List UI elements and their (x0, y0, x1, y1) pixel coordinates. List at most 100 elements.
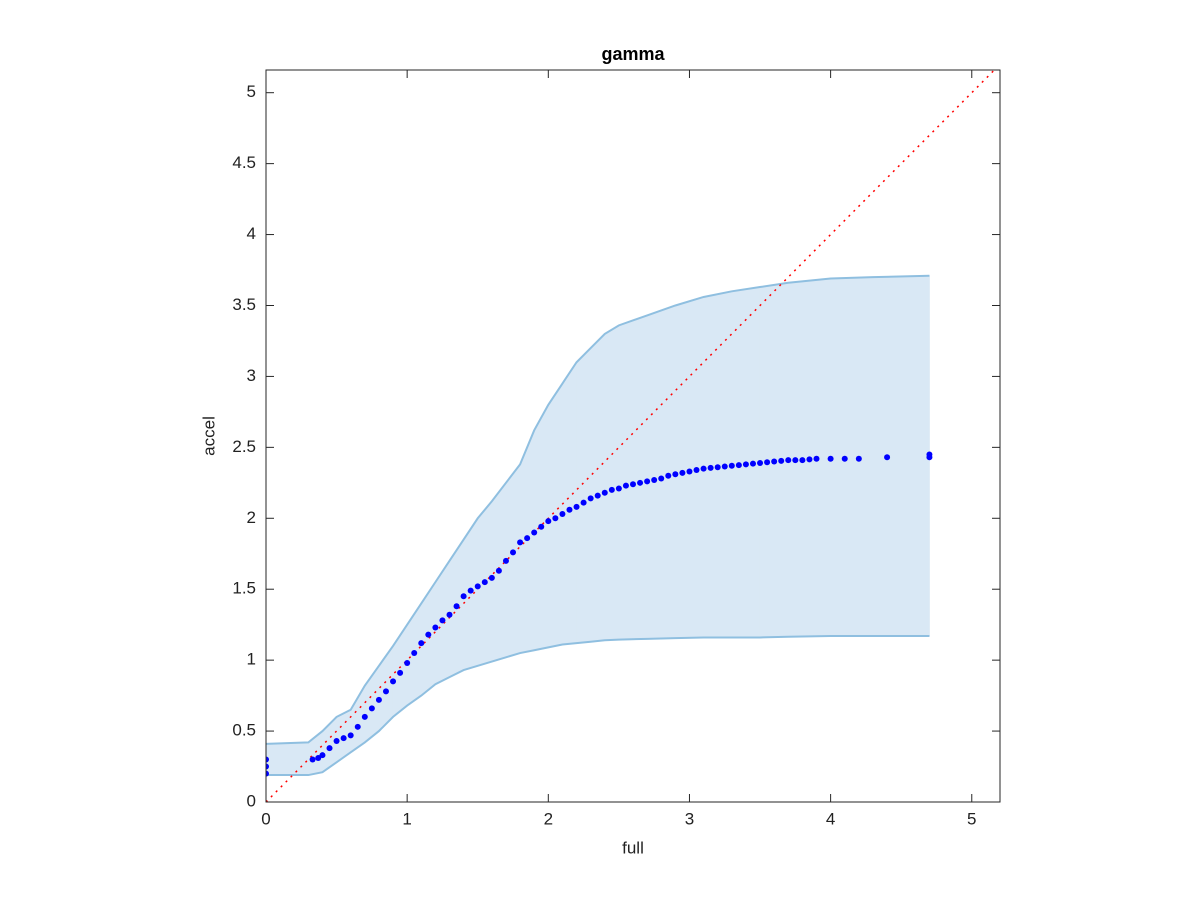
qq-point (460, 593, 467, 600)
qq-point (326, 745, 333, 752)
y-tick-label: 3.5 (232, 295, 256, 314)
band-fill (463, 516, 479, 671)
band-upper (266, 274, 930, 745)
x-tick-label: 0 (261, 809, 270, 828)
axes-box (265, 69, 1001, 803)
qq-point (764, 459, 771, 466)
qq-point (735, 462, 742, 469)
qq-point (418, 640, 425, 647)
qq-point (439, 617, 446, 624)
qq-point (679, 469, 686, 476)
qq-point (749, 460, 756, 467)
qq-point (266, 756, 269, 763)
qq-point (368, 705, 375, 712)
band-fill (674, 296, 704, 639)
qq-point (340, 735, 347, 742)
qq-point (658, 475, 665, 482)
y-tick-label: 0 (247, 791, 256, 810)
x-axis-label: full (622, 838, 644, 857)
band-lower (266, 635, 930, 777)
qq-point (502, 557, 509, 564)
qq-point (538, 523, 545, 530)
qq-point (884, 454, 891, 461)
qq-point (488, 574, 495, 581)
qq-point (728, 462, 735, 469)
band-fill (266, 742, 309, 776)
qq-point (432, 624, 439, 631)
qq-point (644, 478, 651, 485)
qq-point (266, 770, 269, 777)
qq-point (792, 457, 799, 464)
qq-point (693, 467, 700, 474)
y-tick-label: 5 (247, 82, 256, 101)
qq-point (354, 723, 361, 730)
qq-point (411, 650, 418, 657)
qq-point (333, 738, 340, 744)
qq-point (566, 506, 573, 513)
band-fill (576, 347, 592, 644)
y-tick-label: 0.5 (232, 721, 256, 740)
qq-point (714, 464, 721, 471)
qq-point (315, 755, 322, 762)
plot-area (266, 70, 996, 802)
qq-point (545, 518, 552, 525)
qq-point (319, 752, 326, 759)
qq-point (651, 476, 658, 483)
qq-point (580, 499, 587, 506)
qq-point (630, 481, 636, 488)
qq-point (806, 456, 813, 463)
x-tick-label: 4 (826, 809, 835, 828)
y-axis-label: accel (199, 416, 218, 456)
y-tick-label: 4 (247, 224, 256, 243)
qq-point (531, 529, 538, 536)
qq-point (266, 763, 269, 770)
qq-point (601, 489, 608, 496)
qq-point (347, 732, 354, 739)
qq-point (309, 756, 316, 763)
y-tick-label: 2.5 (232, 437, 256, 456)
qq-point (510, 549, 517, 556)
qq-point (382, 688, 389, 695)
band-fill (646, 304, 676, 640)
qq-point (397, 669, 404, 676)
qq-point (855, 455, 862, 462)
qq-point (700, 465, 707, 472)
y-tick-label: 3 (247, 366, 256, 385)
qq-point (742, 461, 749, 468)
band-fill (604, 324, 620, 641)
qq-point (587, 495, 594, 502)
qq-point (375, 696, 382, 703)
qq-point (686, 468, 693, 475)
qq-point (474, 583, 481, 590)
y-tick-label: 1 (247, 650, 256, 669)
qq-point (757, 459, 764, 466)
chart-title: gamma (601, 44, 665, 64)
qq-point (425, 631, 432, 638)
x-tick-label: 2 (544, 809, 553, 828)
qq-point (446, 611, 453, 618)
x-tick-label: 1 (402, 809, 411, 828)
qq-point (778, 457, 785, 464)
band-fill (872, 275, 930, 637)
qq-point (481, 579, 488, 586)
qq-point (467, 587, 474, 594)
qq-point (594, 492, 601, 499)
qq-point (573, 503, 580, 510)
qq-point (637, 479, 644, 486)
qq-point (721, 463, 728, 470)
qq-point (841, 455, 848, 462)
qq-point (390, 678, 397, 685)
qq-point (608, 486, 615, 493)
y-tick-label: 1.5 (232, 579, 256, 598)
qq-point (524, 535, 531, 542)
qq-point (559, 511, 566, 518)
band-fill (618, 314, 648, 640)
qq-point (799, 457, 806, 464)
qq-point (622, 482, 629, 489)
band-fill (830, 276, 874, 637)
band-fill (590, 332, 606, 643)
qq-point (707, 464, 714, 471)
qq-point (615, 485, 622, 492)
qq-point (495, 567, 502, 574)
